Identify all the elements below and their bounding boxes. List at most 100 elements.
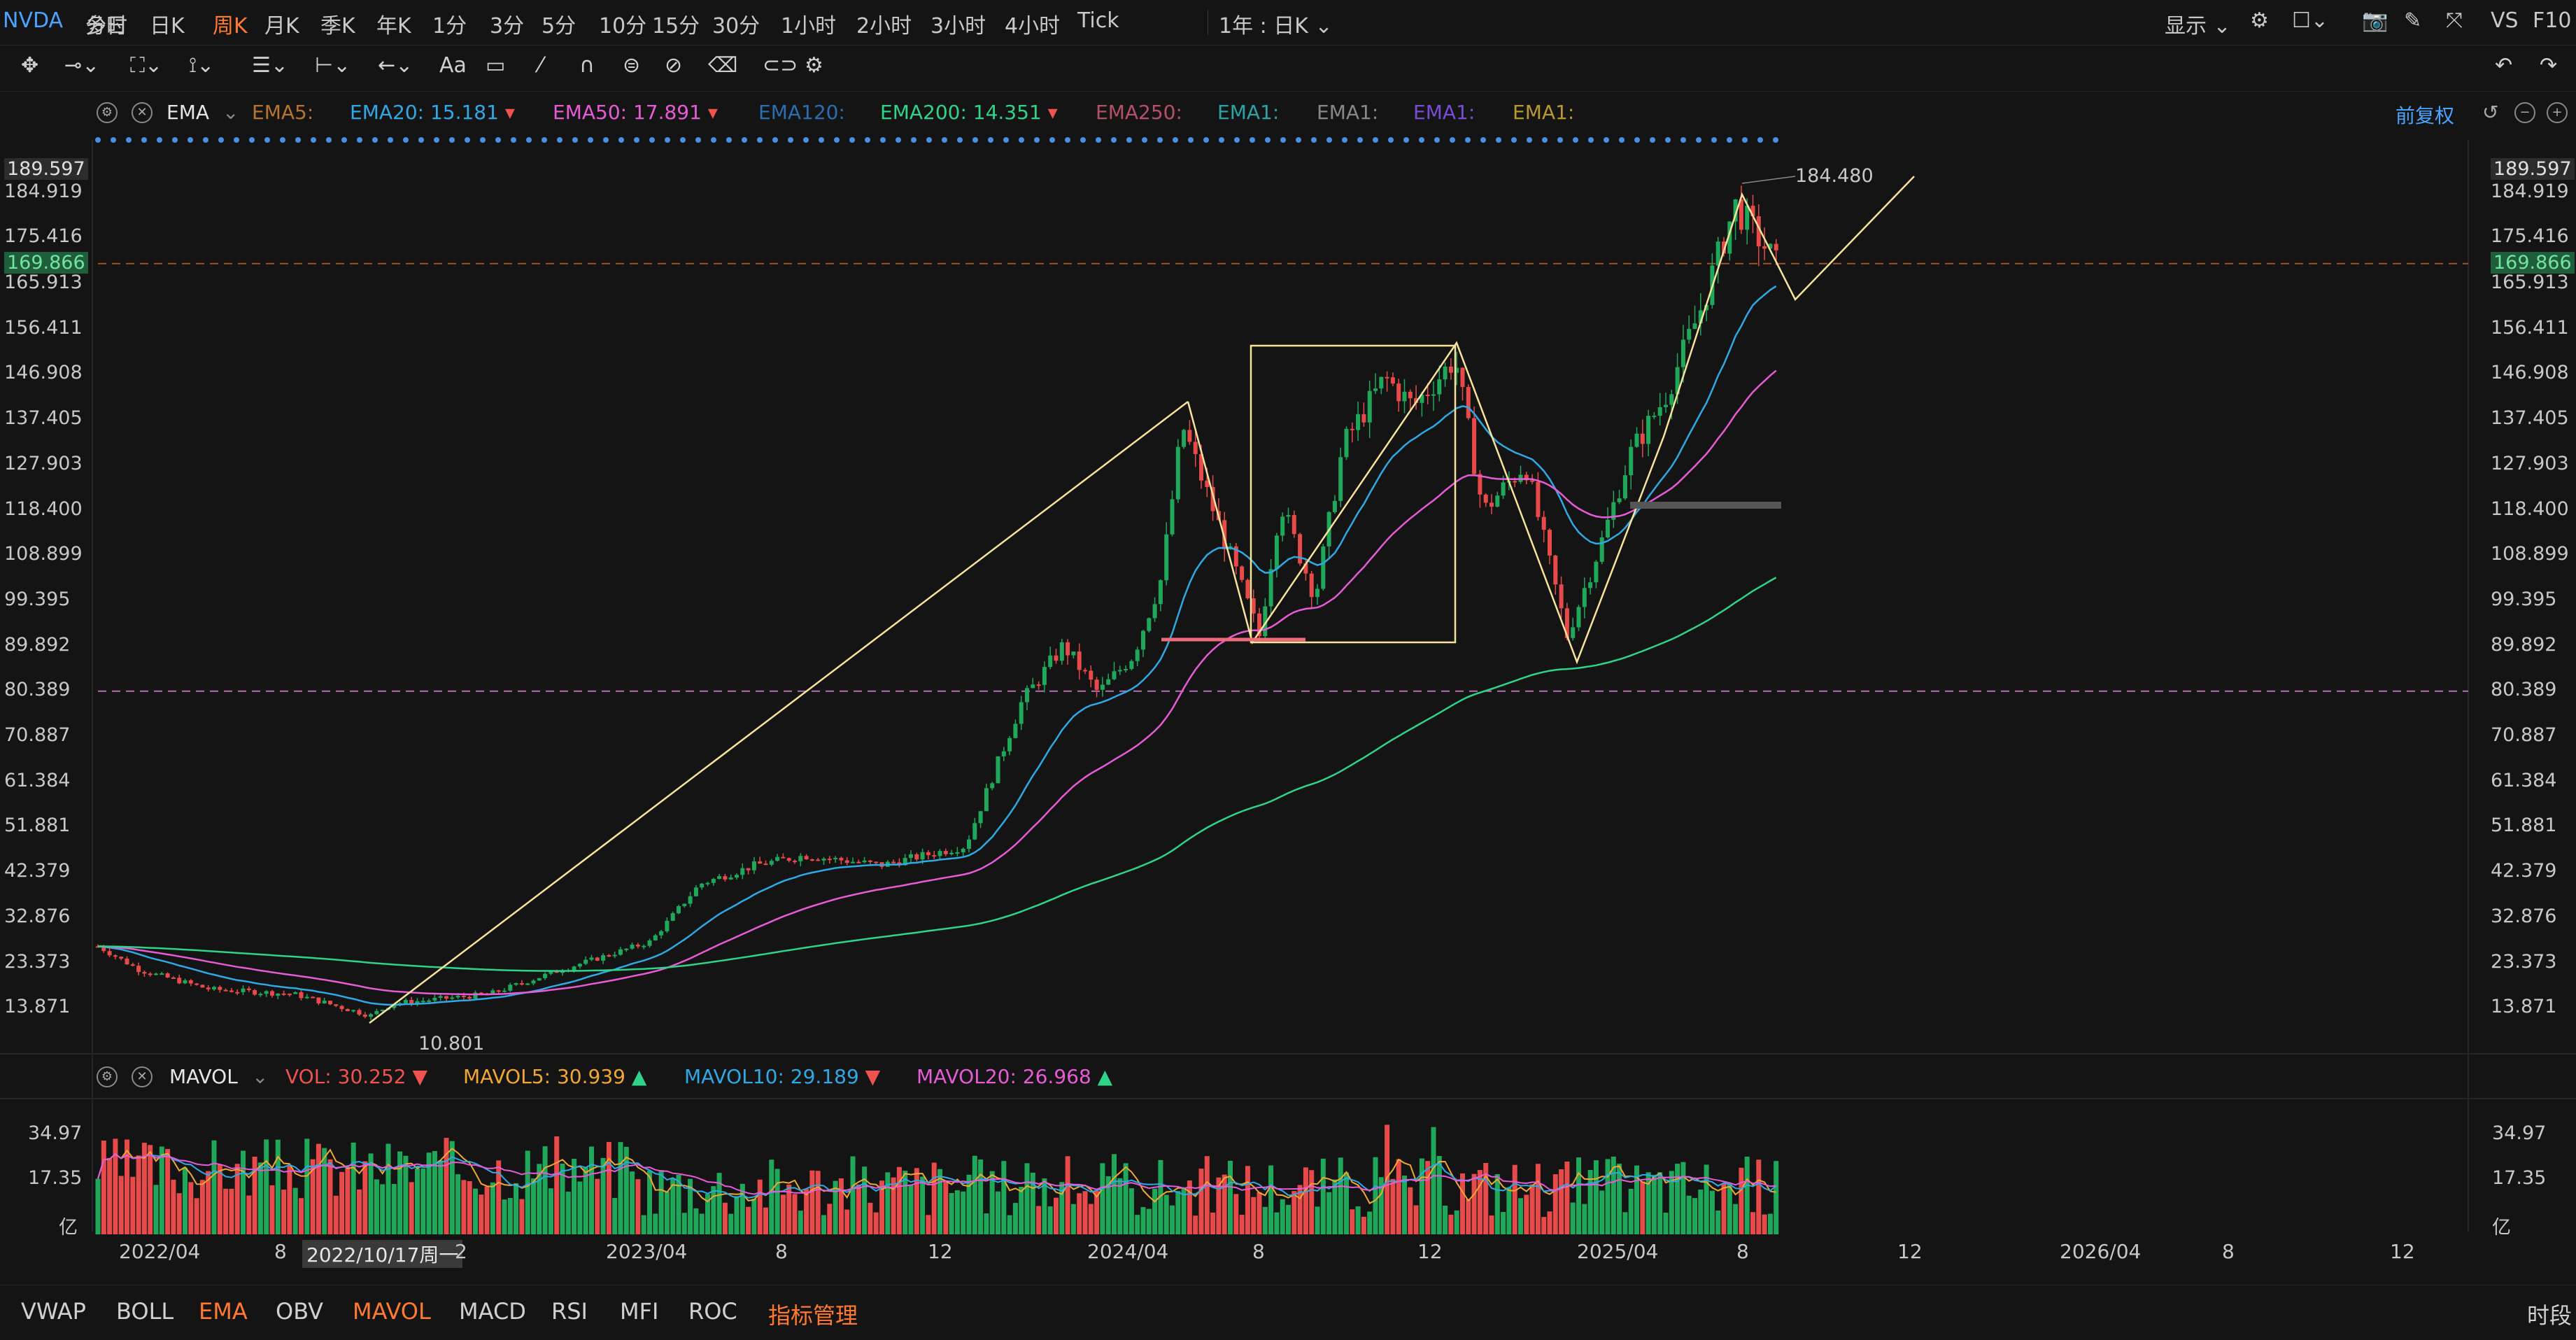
period-9[interactable]: 5分 (542, 14, 576, 38)
symbol-label[interactable]: NVDA (3, 8, 64, 33)
volume-bar (1762, 1214, 1767, 1234)
tab-mfi[interactable]: MFI (620, 1298, 659, 1325)
mavol-close-icon[interactable]: ✕ (132, 1066, 153, 1087)
link-icon[interactable]: ⊂⊃ (763, 53, 798, 78)
crop-tool-icon[interactable]: ⛶⌄ (130, 53, 163, 78)
period-13[interactable]: 1小时 (781, 14, 837, 38)
period-2[interactable]: 日K (150, 14, 185, 38)
session-tab[interactable]: 时段 (2527, 1302, 2573, 1329)
ema-item-9[interactable]: EMA1: (1513, 101, 1575, 124)
candle-body (937, 851, 942, 856)
volume-bar (1489, 1215, 1494, 1234)
tab-mavol[interactable]: MAVOL (353, 1298, 431, 1325)
arrow-tool-icon[interactable]: ←⌄ (378, 53, 413, 78)
wave-tool-icon[interactable]: ⟟⌄ (189, 53, 215, 78)
tab-roc[interactable]: ROC (688, 1298, 737, 1325)
volume-bar (1077, 1193, 1082, 1234)
ema-item-3[interactable]: EMA120: (758, 101, 845, 124)
lock-icon[interactable]: ⊜ (623, 53, 641, 78)
period-14[interactable]: 2小时 (856, 14, 912, 38)
settings-icon[interactable]: ⚙ (2250, 8, 2269, 33)
ema-item-7[interactable]: EMA1: (1317, 101, 1379, 124)
redo-icon[interactable]: ↷ (2540, 53, 2558, 78)
period-10[interactable]: 10分 (599, 14, 647, 38)
camera-icon[interactable]: 📷 (2362, 8, 2389, 33)
display-menu[interactable]: 显示 ⌄ (2165, 14, 2231, 38)
undo-icon[interactable]: ↶ (2495, 53, 2513, 78)
period-6[interactable]: 年K (376, 14, 411, 38)
vol-label-right-0: 34.97 (2492, 1122, 2547, 1144)
signal-dot (1650, 137, 1655, 143)
period-16[interactable]: 4小时 (1005, 14, 1061, 38)
ema-item-5[interactable]: EMA250: (1096, 101, 1182, 124)
candle-body (1089, 670, 1094, 680)
ema-item-6[interactable]: EMA1: (1217, 101, 1280, 124)
pen-icon[interactable]: ✎ (2404, 8, 2422, 33)
period-3[interactable]: 周K (213, 14, 248, 38)
fullscreen-icon[interactable]: ⤧ (2446, 8, 2463, 33)
hide-icon[interactable]: ⊘ (665, 53, 683, 78)
period-17[interactable]: Tick (1077, 8, 1119, 33)
ema-item-4[interactable]: EMA200: 14.351 ▾ (880, 101, 1058, 124)
period-4[interactable]: 月K (264, 14, 299, 38)
candle-body (316, 997, 321, 1003)
measure-tool-icon[interactable]: ⊢⌄ (315, 53, 351, 78)
ema-close-icon[interactable]: ✕ (132, 102, 153, 123)
volume-bar (664, 1191, 670, 1234)
candle-body (1367, 390, 1372, 423)
tab-obv[interactable]: OBV (276, 1298, 324, 1325)
gear-icon[interactable]: ⚙ (805, 53, 823, 78)
signal-dot (834, 137, 840, 143)
period-0[interactable]: 分时 (85, 14, 127, 38)
f10-button[interactable]: F10 (2533, 8, 2572, 33)
tab-vwap[interactable]: VWAP (21, 1298, 86, 1325)
line-tool-icon[interactable]: ⊸⌄ (64, 53, 100, 78)
move-icon[interactable]: ✥ (21, 53, 39, 78)
mavol-item-2[interactable]: MAVOL10: 29.189 ▼ (684, 1065, 881, 1088)
plus-icon[interactable]: + (2547, 102, 2568, 123)
period-12[interactable]: 30分 (712, 14, 760, 38)
comment-tool-icon[interactable]: ▭ (486, 53, 506, 78)
ema-settings-icon[interactable]: ⚙ (97, 102, 118, 123)
brush-tool-icon[interactable]: ⁄ (539, 53, 543, 78)
ema-item-0[interactable]: EMA5: (252, 101, 314, 124)
tab-ema[interactable]: EMA (199, 1298, 248, 1325)
mavol-item-3[interactable]: MAVOL20: 26.968 ▲ (917, 1065, 1113, 1088)
tab-boll[interactable]: BOLL (116, 1298, 174, 1325)
volume-bar (595, 1178, 600, 1234)
text-tool-icon[interactable]: Aa (439, 53, 467, 78)
candle-body (700, 883, 705, 888)
ema-item-1[interactable]: EMA20: 15.181 ▾ (350, 101, 515, 124)
period-8[interactable]: 3分 (490, 14, 525, 38)
reset-icon[interactable]: ↺ (2482, 101, 2499, 124)
candle-body (1379, 376, 1384, 389)
volume-bar (868, 1202, 873, 1234)
period-5[interactable]: 季K (320, 14, 355, 38)
tab-macd[interactable]: MACD (459, 1298, 526, 1325)
tab-指标管理[interactable]: 指标管理 (768, 1302, 858, 1329)
minus-icon[interactable]: − (2514, 102, 2535, 123)
candle-body (1321, 546, 1326, 589)
delete-icon[interactable]: ⌫ (708, 53, 738, 78)
mavol-item-1[interactable]: MAVOL5: 30.939 ▲ (463, 1065, 647, 1088)
chevron-down-icon[interactable]: ⌄ (252, 1065, 269, 1088)
magnet-icon[interactable]: ∩ (579, 53, 595, 78)
ema-item-2[interactable]: EMA50: 17.891 ▾ (553, 101, 718, 124)
period-1[interactable]: 多日 (85, 14, 127, 38)
ema-item-8[interactable]: EMA1: (1413, 101, 1475, 124)
period-15[interactable]: 3小时 (930, 14, 986, 38)
period-7[interactable]: 1分 (432, 14, 467, 38)
tab-rsi[interactable]: RSI (551, 1298, 588, 1325)
adjust-mode[interactable]: 前复权 (2395, 104, 2455, 127)
range-selector[interactable]: 1年 : 日K ⌄ (1219, 14, 1333, 38)
period-11[interactable]: 15分 (652, 14, 700, 38)
volume-bar (554, 1136, 560, 1234)
fib-tool-icon[interactable]: ☰⌄ (252, 53, 289, 78)
vs-button[interactable]: VS (2491, 8, 2519, 33)
mavol-item-0[interactable]: VOL: 30.252 ▼ (285, 1065, 428, 1088)
mavol-settings-icon[interactable]: ⚙ (97, 1066, 118, 1087)
candle-body (1657, 407, 1662, 416)
chevron-down-icon[interactable]: ⌄ (222, 101, 239, 124)
layout-icon[interactable]: ☐⌄ (2292, 8, 2329, 33)
